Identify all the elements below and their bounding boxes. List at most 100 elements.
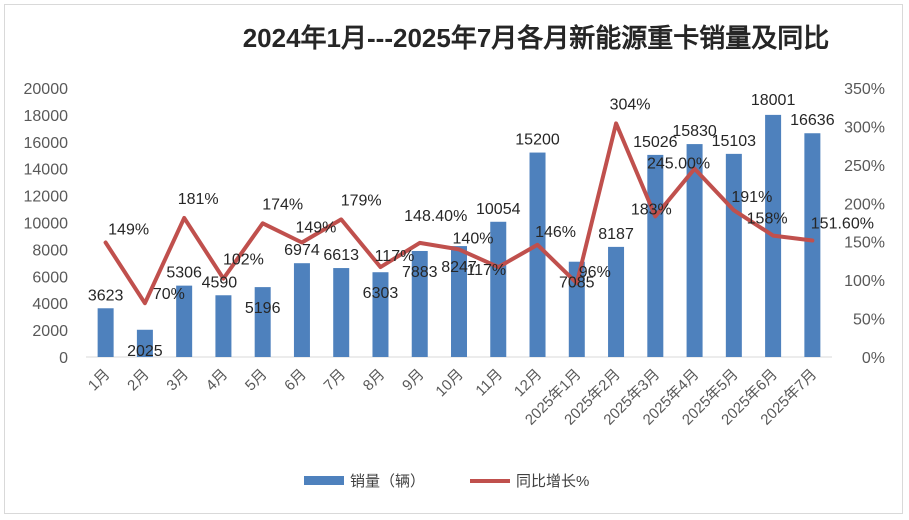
x-axis-categories: 1月 2月 3月 4月 5月 6月 7月 8月 9月 10月 11月 12月2025年1月2025年2… xyxy=(85,366,820,429)
bar xyxy=(97,308,114,357)
bar-value-label: 5306 xyxy=(166,265,202,282)
y-left-tick-label: 6000 xyxy=(32,269,68,286)
bar xyxy=(804,133,821,357)
y-left-tick-label: 20000 xyxy=(24,81,69,98)
x-category-label: 5月 xyxy=(242,366,271,395)
line-value-label: 304% xyxy=(610,96,651,113)
line-value-label: 183% xyxy=(631,201,672,218)
bar xyxy=(725,153,742,357)
x-category-label: 10月 xyxy=(432,366,466,400)
line-value-label: 140% xyxy=(453,230,494,247)
y-right-tick-label: 100% xyxy=(844,273,885,290)
line-value-label: 179% xyxy=(341,192,382,209)
x-category-label: 12月 xyxy=(511,366,545,400)
y-left-tick-label: 10000 xyxy=(24,216,69,233)
bar-value-label: 15830 xyxy=(672,123,717,140)
bar xyxy=(333,268,350,357)
y-right-tick-label: 350% xyxy=(844,81,885,98)
line-data-labels: 149% 70% 181% 102% 174% 149% 179% 117% 148.40% 14… xyxy=(108,96,874,303)
x-category-label: 6月 xyxy=(281,366,310,395)
bar-value-label: 6613 xyxy=(323,247,359,264)
y-left-tick-label: 4000 xyxy=(32,296,68,313)
line-value-label: 149% xyxy=(108,221,149,238)
bar-value-label: 6974 xyxy=(284,242,320,259)
y-right-tick-label: 150% xyxy=(844,235,885,252)
line-value-label: 174% xyxy=(262,196,303,213)
line-value-label: 245.00% xyxy=(647,156,710,173)
bar-value-label: 15103 xyxy=(712,133,757,150)
line-value-label: 151.60% xyxy=(811,215,874,232)
y-left-tick-label: 18000 xyxy=(24,108,69,125)
bar xyxy=(136,329,153,357)
bar-value-label: 10054 xyxy=(476,201,521,218)
legend-label-bar: 销量（辆） xyxy=(350,473,425,490)
bar xyxy=(215,295,232,357)
legend-swatch-bar xyxy=(304,476,344,485)
bar-value-label: 4590 xyxy=(202,274,238,291)
bar-value-label: 8187 xyxy=(598,226,634,243)
bar-series xyxy=(97,114,821,357)
line-value-label: 181% xyxy=(178,191,219,208)
bar-value-label: 7085 xyxy=(559,275,595,292)
y-right-tick-label: 50% xyxy=(853,312,885,329)
line-value-label: 191% xyxy=(731,189,772,206)
chart-title: 2024年1月---2025年7月各月新能源重卡销量及同比 xyxy=(243,23,830,53)
x-category-label: 3月 xyxy=(163,366,192,395)
legend-label-line: 同比增长% xyxy=(516,473,589,490)
bar xyxy=(647,154,664,357)
bar xyxy=(451,246,467,357)
bar xyxy=(529,152,546,357)
bar-value-label: 6303 xyxy=(363,285,399,302)
y-right-tick-label: 250% xyxy=(844,158,885,175)
bar xyxy=(254,287,271,357)
y-left-tick-label: 16000 xyxy=(24,135,69,152)
line-value-label: 146% xyxy=(535,224,576,241)
bar-value-label: 15200 xyxy=(515,132,560,149)
y-left-tick-label: 14000 xyxy=(24,162,69,179)
line-series xyxy=(103,121,815,306)
y-left-tick-label: 12000 xyxy=(24,189,69,206)
bar-value-label: 18001 xyxy=(751,92,796,109)
x-category-label: 9月 xyxy=(399,366,428,395)
bar xyxy=(608,246,625,357)
line-value-label: 70% xyxy=(153,286,185,303)
legend: 销量（辆） 同比增长% xyxy=(304,473,589,490)
bar-value-label: 2025 xyxy=(127,343,163,360)
bar xyxy=(568,261,585,357)
bar xyxy=(490,221,507,357)
y-left-tick-label: 2000 xyxy=(32,323,68,340)
x-category-label: 2月 xyxy=(124,366,153,395)
y-left-tick-label: 0 xyxy=(59,350,68,367)
bar xyxy=(372,272,389,357)
bar-value-label: 16636 xyxy=(790,112,835,129)
line-value-label: 117% xyxy=(466,262,506,279)
x-category-label: 7月 xyxy=(321,366,350,395)
line-value-label: 117% xyxy=(375,248,415,265)
x-category-label: 1月 xyxy=(85,366,114,395)
bar-value-label: 5196 xyxy=(245,300,281,317)
bar-value-label: 7883 xyxy=(402,264,438,281)
line-value-label: 148.40% xyxy=(404,208,467,225)
line-value-label: 149% xyxy=(295,219,336,236)
x-category-label: 8月 xyxy=(360,366,389,395)
y-axis-left: 0 2000 4000 6000 8000 10000 12000 14000 16000 180… xyxy=(24,81,69,367)
y-right-tick-label: 0% xyxy=(862,350,885,367)
y-axis-right: 0% 50% 100% 150% 200% 250% 300% 350% xyxy=(844,81,885,367)
bar xyxy=(176,285,193,357)
y-left-tick-label: 8000 xyxy=(32,242,68,259)
x-category-label: 11月 xyxy=(472,366,506,400)
bar-value-label: 8247 xyxy=(441,259,477,276)
yoy-growth-line xyxy=(103,121,815,306)
bar-value-label: 15026 xyxy=(633,134,678,151)
bar xyxy=(293,263,310,357)
y-right-tick-label: 200% xyxy=(844,196,885,213)
line-value-label: 96% xyxy=(579,264,611,281)
bar xyxy=(411,250,428,357)
line-value-label: 102% xyxy=(223,252,264,269)
line-value-label: 158% xyxy=(747,211,788,228)
x-category-label: 4月 xyxy=(203,366,232,395)
y-right-tick-label: 300% xyxy=(844,119,885,136)
bar xyxy=(686,144,703,357)
